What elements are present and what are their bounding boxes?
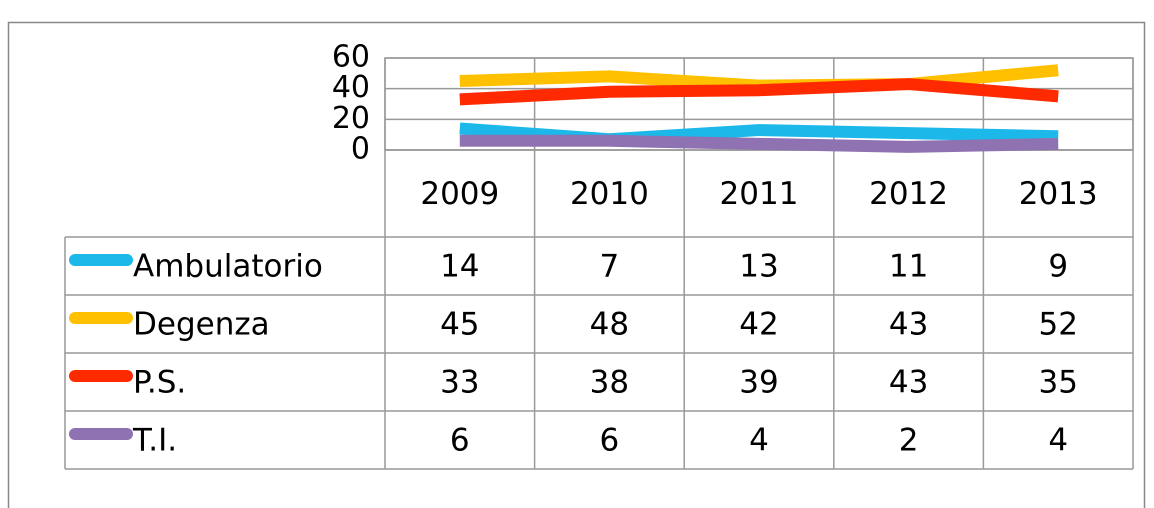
x-tick-label: 2009 <box>420 176 499 212</box>
table-value: 4 <box>749 423 769 459</box>
table-value: 43 <box>889 307 928 343</box>
y-tick-label: 40 <box>332 70 370 105</box>
legend-label: T.I. <box>132 423 177 459</box>
table-value: 4 <box>1048 423 1068 459</box>
table-value: 33 <box>440 365 479 401</box>
x-tick-label: 2013 <box>1019 176 1098 212</box>
legend-label: P.S. <box>133 365 186 401</box>
table-value: 2 <box>899 423 919 459</box>
x-tick-label: 2012 <box>869 176 948 212</box>
table-value: 6 <box>450 423 470 459</box>
y-tick-label: 20 <box>332 101 370 136</box>
table-value: 6 <box>600 423 620 459</box>
table-value: 52 <box>1038 307 1077 343</box>
table-value: 48 <box>590 307 629 343</box>
table-value: 39 <box>739 365 778 401</box>
table-value: 11 <box>889 249 928 285</box>
y-tick-label: 0 <box>351 132 370 167</box>
x-tick-label: 2011 <box>720 176 799 212</box>
chart-frame <box>7 21 1146 508</box>
table-value: 14 <box>440 249 479 285</box>
table-value: 45 <box>440 307 479 343</box>
legend-label: Ambulatorio <box>133 249 323 285</box>
table-value: 42 <box>739 307 778 343</box>
table-value: 35 <box>1038 365 1077 401</box>
y-tick-label: 60 <box>332 40 370 75</box>
x-tick-label: 2010 <box>570 176 649 212</box>
legend-label: Degenza <box>133 307 270 343</box>
series-line <box>459 78 1059 106</box>
series-line <box>459 134 1059 153</box>
table-value: 9 <box>1048 249 1068 285</box>
table-value: 38 <box>590 365 629 401</box>
table-value: 43 <box>889 365 928 401</box>
table-value: 7 <box>600 249 620 285</box>
table-value: 13 <box>739 249 778 285</box>
